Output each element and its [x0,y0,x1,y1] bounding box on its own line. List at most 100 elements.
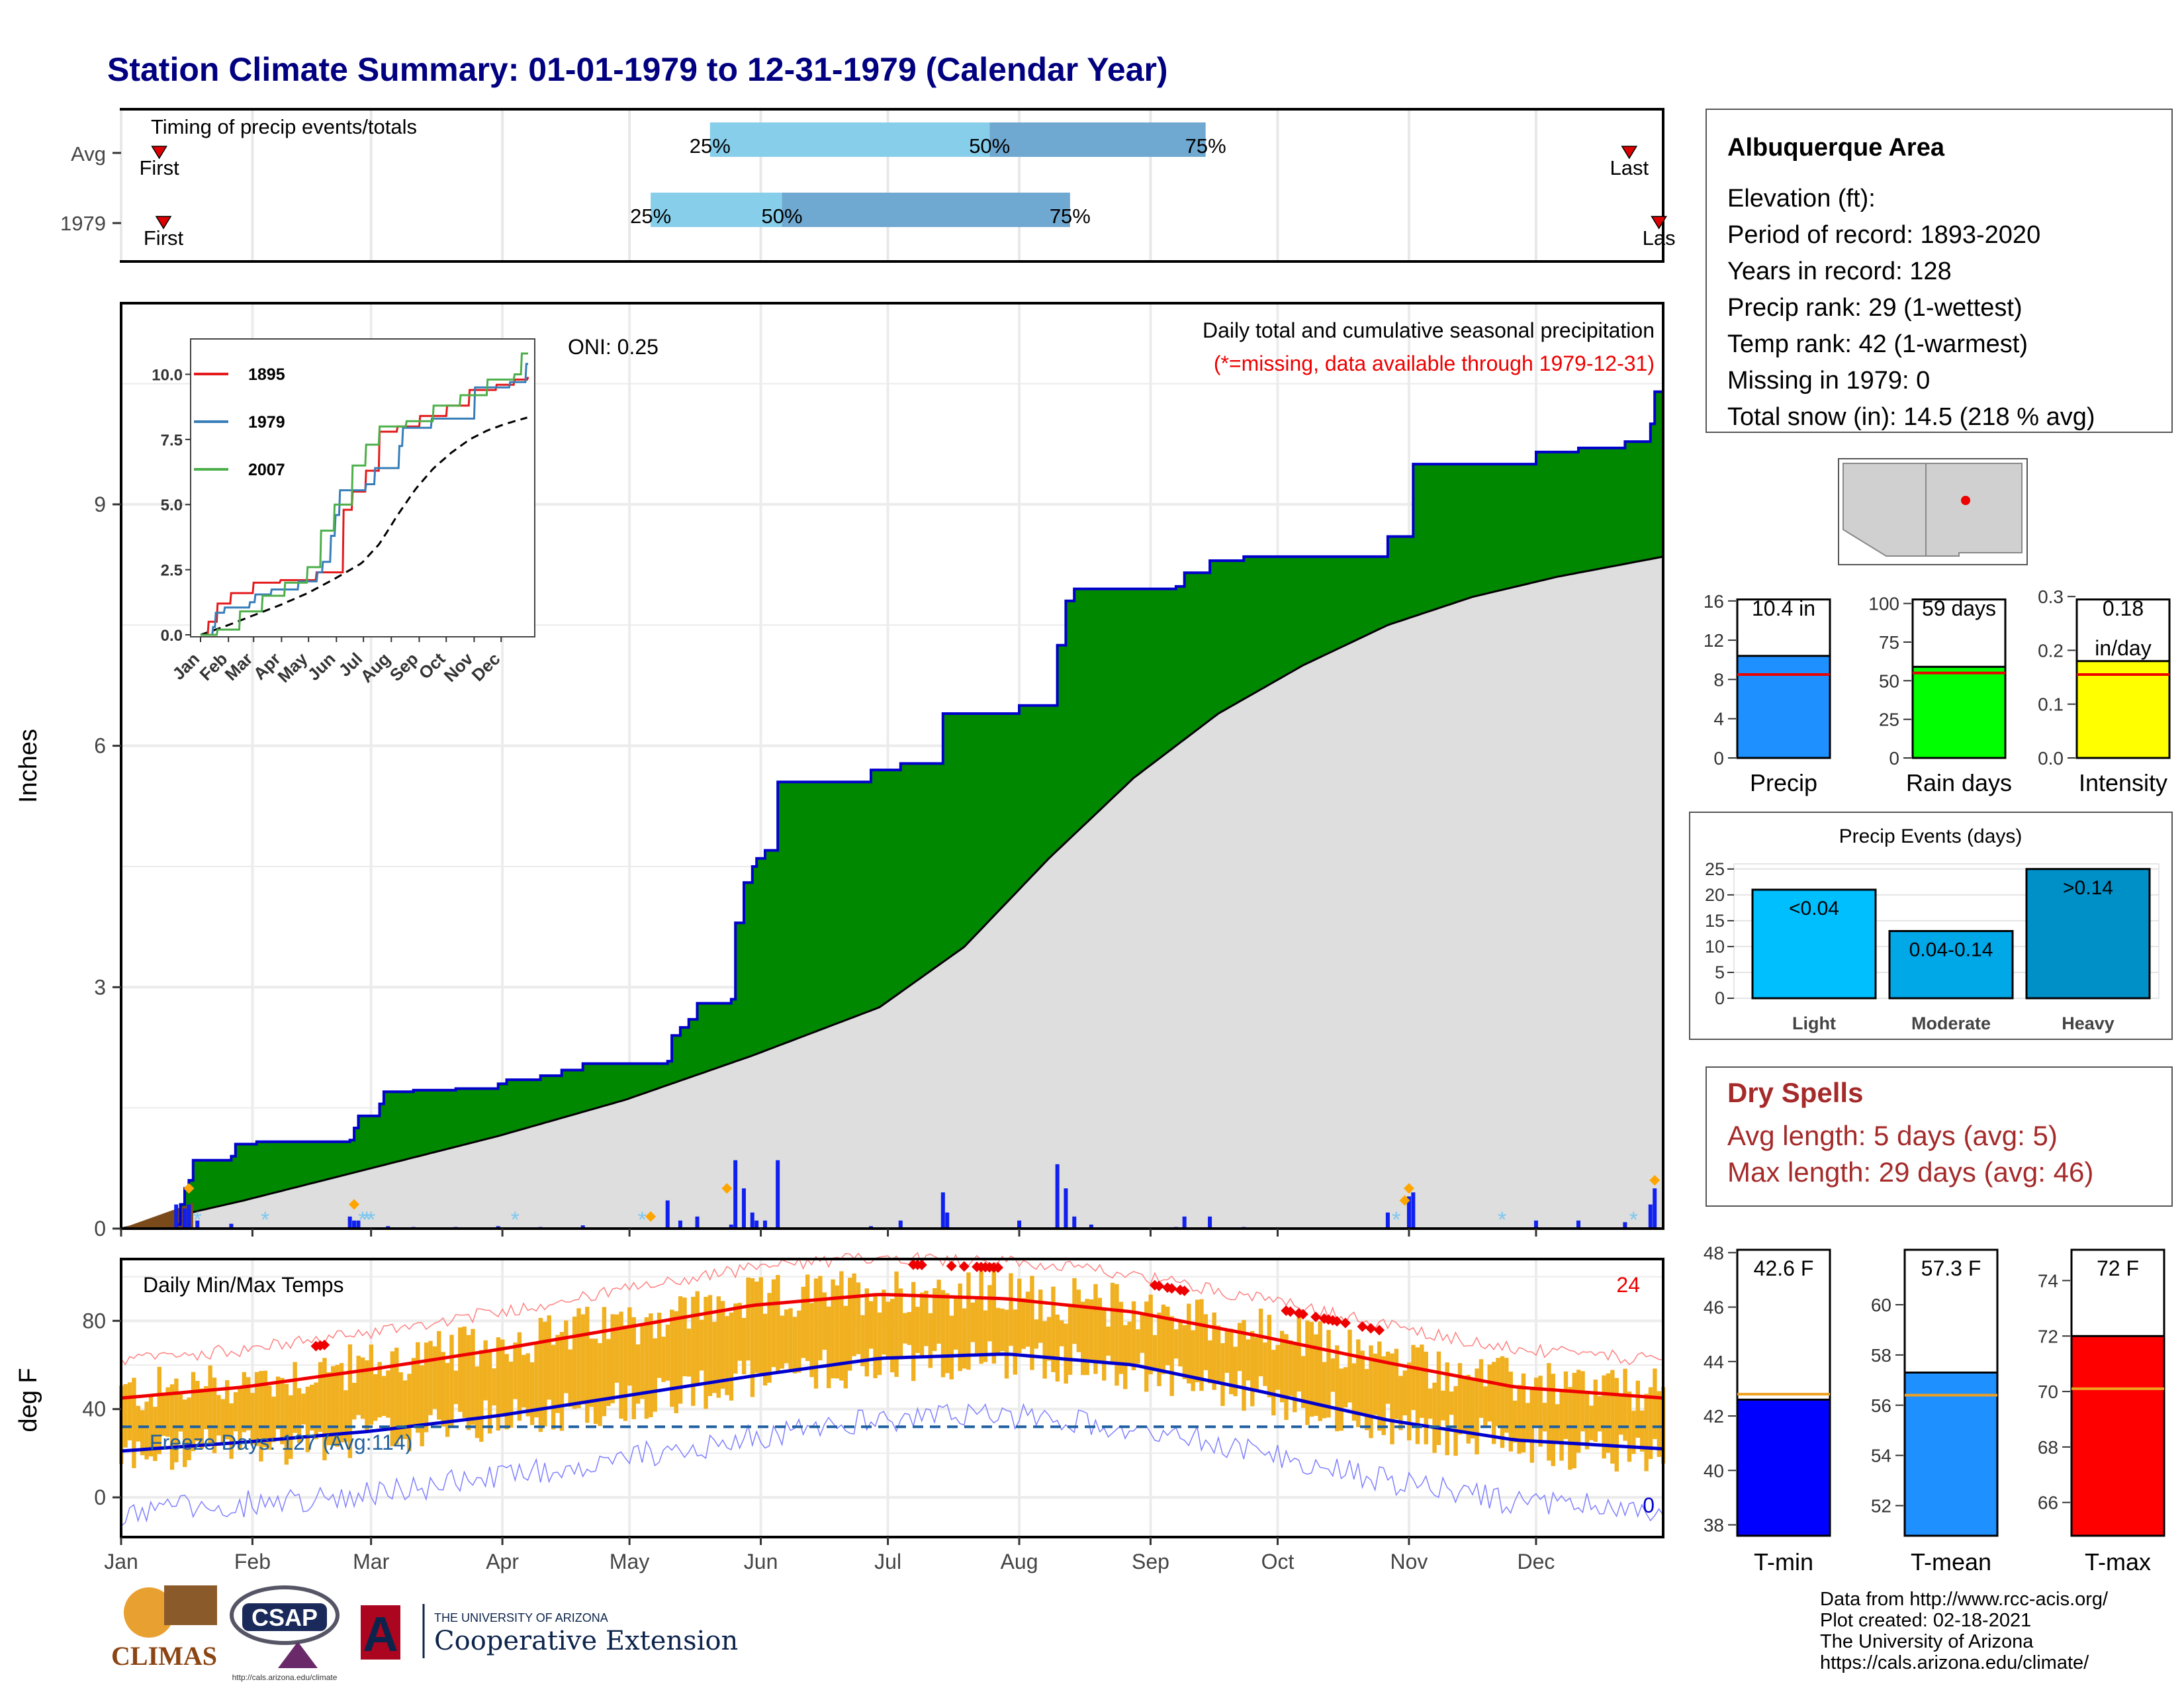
daily-temp-bar [831,1279,835,1379]
daily-temp-bar [1436,1351,1441,1445]
summary-bar-value: 10.4 in [1752,596,1815,620]
daily-temp-bar [737,1303,742,1361]
inset-series-line [201,363,528,636]
hot-day-marker [1285,1306,1296,1317]
daily-temp-bar [1657,1391,1661,1457]
daily-temp-bar [644,1317,649,1419]
daily-temp-bar [1246,1339,1251,1381]
daily-temp-bar [369,1344,374,1425]
daily-temp-bar [1148,1294,1153,1375]
daily-temp-bar [529,1362,535,1425]
daily-temp-bar [1512,1400,1518,1443]
daily-temp-bar [1597,1396,1602,1432]
daily-temp-bar [254,1372,259,1446]
station-elevation: Elevation (ft): [1727,185,1876,212]
summary-bar-value: 0.18 [2103,596,2144,620]
daily-temp-bar [1330,1358,1336,1392]
daily-temp-bar [852,1273,856,1356]
daily-temp-bar [1089,1299,1094,1361]
daily-temp-bar [1203,1314,1208,1370]
events-bar [1888,930,2014,1000]
temp-summary-y-tick-label: 40 [1704,1460,1724,1481]
daily-temp-bar [318,1362,323,1432]
events-bar [1751,888,1877,1000]
temp-summary-y-tick-label: 70 [2038,1382,2058,1402]
daily-temp-bar [1610,1370,1615,1464]
timing-p75-label: 75% [1050,205,1091,228]
daily-temp-bar [868,1301,874,1349]
daily-precip-bar [352,1220,357,1229]
ua-logo: A THE UNIVERSITY OF ARIZONA Cooperative … [361,1604,738,1662]
daily-temp-bar [568,1349,572,1407]
events-chart: 0 5 10 15 20 25 <0.04 Light 0.04-0.14 Moderate >0.… [1705,859,2160,1033]
daily-temp-bar [767,1293,772,1383]
summary-bar-label: Precip [1750,769,1817,796]
month-label: Jul [874,1550,901,1573]
daily-temp-bar [267,1385,272,1450]
daily-temp-bar [665,1325,670,1381]
daily-temp-bar [1279,1331,1285,1403]
daily-temp-bar [678,1296,683,1404]
daily-temp-bar [1462,1376,1467,1434]
precip-y-tick-label: 3 [94,975,106,999]
daily-temp-bar [750,1278,755,1397]
daily-temp-bar [1004,1309,1009,1379]
events-bar-label: Light [1792,1013,1836,1033]
daily-temp-bar [712,1321,717,1393]
daily-temp-bar [707,1295,713,1396]
station-temp-rank: Temp rank: 42 (1-warmest) [1727,330,2028,358]
inset-series-line [201,352,528,636]
daily-temp-bar [1339,1368,1343,1431]
daily-temp-bar [1034,1319,1039,1349]
daily-temp-bar [1318,1321,1322,1421]
daily-temp-bar [263,1370,268,1448]
daily-temp-bar [1521,1373,1526,1453]
daily-temp-bar [1398,1376,1403,1430]
daily-temp-bar [1000,1308,1005,1352]
summary-y-tick-label: 8 [1713,669,1724,690]
daily-temp-bar [1021,1297,1026,1349]
daily-temp-bar [653,1338,657,1412]
daily-temp-bar [754,1281,759,1374]
daily-temp-bar [983,1310,988,1362]
missing-data-mark: * [193,1207,202,1233]
timing-bars: 25% 50% 75% First Last 25% 50% 75% First Las [113,122,1676,250]
last-label: Las [1643,226,1676,250]
daily-temp-bar [933,1288,937,1351]
precip-ylabel: Inches [15,729,42,803]
inset-y-tick-label: 0.0 [161,627,183,645]
daily-temp-bar [462,1326,467,1418]
daily-temp-bar [216,1395,221,1436]
daily-temp-bar [1017,1278,1022,1354]
precip-events-panel: Precip Events (days) 0 5 10 15 20 25 <0.04 Ligh… [1689,812,2173,1040]
daily-temp-bar [437,1331,441,1420]
timing-p25-label: 25% [690,134,731,158]
summary-y-tick-label: 4 [1713,709,1724,729]
daily-temp-bar [424,1342,429,1432]
daily-temp-bar [1424,1351,1428,1444]
daily-temp-bar [996,1307,1001,1355]
daily-temp-bar [475,1366,480,1438]
daily-temp-bar [589,1338,594,1407]
summary-y-tick-label: 0.0 [2038,748,2064,769]
daily-temp-bar [839,1271,844,1381]
daily-precip-bar [1653,1188,1657,1229]
daily-temp-bar [911,1282,916,1382]
daily-temp-bar [962,1308,967,1369]
summary-y-tick-label: 0.2 [2038,640,2064,661]
inset-y-tick-label: 5.0 [161,496,183,514]
daily-temp-bar [958,1283,962,1372]
temp-summary-label: T-min [1754,1548,1813,1575]
daily-temp-bar [1288,1340,1293,1396]
daily-temp-bar [1212,1312,1216,1390]
daily-temp-bar [1635,1380,1640,1438]
daily-temp-bar [1314,1334,1318,1416]
credit-url: https://cals.arizona.edu/climate/ [1820,1652,2089,1673]
month-label: Apr [486,1550,519,1573]
daily-precip-bar [733,1160,738,1229]
summary-y-tick-label: 0 [1889,748,1899,769]
temp-summary-y-tick-label: 56 [1871,1395,1891,1416]
missing-data-mark: * [1392,1207,1400,1233]
timing-p50-label: 50% [969,134,1010,158]
